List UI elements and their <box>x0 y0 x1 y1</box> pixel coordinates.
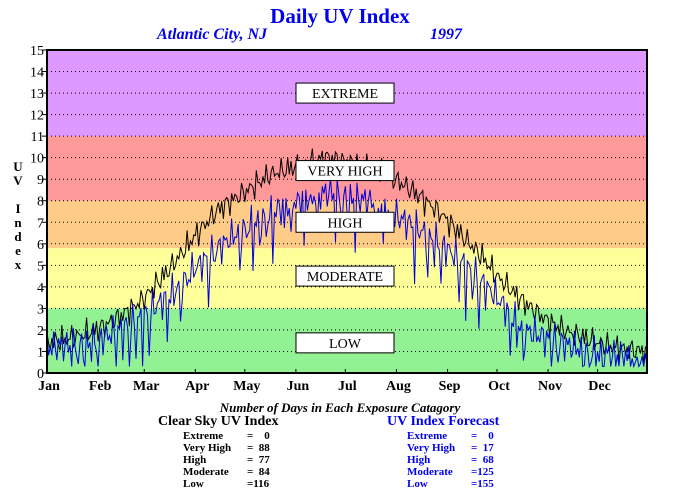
y-tick-label: 0 <box>37 367 44 382</box>
stat-value: = 0 <box>471 430 494 442</box>
forecast-title: UV Index Forecast <box>387 414 500 429</box>
band-label: LOW <box>329 337 362 352</box>
stat-label: Moderate <box>407 466 453 478</box>
stat-value: = 77 <box>247 454 270 466</box>
stat-label: Extreme <box>407 430 448 442</box>
y-tick-label: 12 <box>30 109 44 124</box>
y-tick-label: 2 <box>37 324 44 339</box>
clear-sky-series-line <box>46 148 648 364</box>
x-tick-label: Aug <box>386 379 411 394</box>
stat-label: Low <box>183 478 204 490</box>
stat-value: = 88 <box>247 442 270 454</box>
x-tick-label: Mar <box>133 379 159 394</box>
x-tick-label: Jul <box>338 379 357 394</box>
y-axis-label-char: U <box>13 159 23 174</box>
band-label-box <box>295 211 395 233</box>
band-label: MODERATE <box>307 270 383 285</box>
y-tick-label: 13 <box>30 87 44 102</box>
y-axis-label-char: I <box>15 201 21 216</box>
clear-sky-title: Clear Sky UV Index <box>158 414 279 429</box>
y-axis-label-char: x <box>14 257 22 272</box>
y-tick-label: 5 <box>37 259 44 274</box>
y-tick-label: 9 <box>37 173 44 188</box>
y-tick-label: 1 <box>37 345 44 360</box>
band-label-box <box>295 82 395 104</box>
y-axis-label-char: n <box>14 215 22 230</box>
plot-frame <box>46 49 648 374</box>
band-labels: EXTREME VERY HIGH HIGH MODERATE LOW <box>295 82 395 354</box>
stat-value: =116 <box>247 478 270 490</box>
band-label-box <box>295 160 395 182</box>
x-tick-label: May <box>233 379 260 394</box>
stat-label: Extreme <box>183 430 224 442</box>
stat-label: Very High <box>407 442 456 454</box>
band-label-box <box>295 332 395 354</box>
x-tick-label: Dec <box>588 379 611 394</box>
stat-value: = 68 <box>471 454 494 466</box>
x-tick-label: Jan <box>38 379 60 394</box>
y-tick-label: 11 <box>31 130 44 145</box>
stat-label: Moderate <box>183 466 229 478</box>
y-tick-label: 10 <box>30 152 44 167</box>
y-axis-label-char: d <box>14 229 22 244</box>
y-axis-label-char <box>11 188 25 202</box>
band-label: EXTREME <box>312 87 378 102</box>
y-tick-label: 14 <box>30 66 44 81</box>
band-label: HIGH <box>328 216 363 231</box>
stat-value: =125 <box>471 466 494 478</box>
stats-heading: Number of Days in Each Exposure Catagory <box>219 400 461 415</box>
y-axis-label-char: e <box>15 243 21 258</box>
y-tick-label: 15 <box>30 44 44 59</box>
x-tick-label: Sep <box>439 379 461 394</box>
stat-label: High <box>183 454 207 466</box>
x-tick-label: Jun <box>287 379 310 394</box>
stat-label: Very High <box>183 442 232 454</box>
stat-value: =155 <box>471 478 494 490</box>
band-label: VERY HIGH <box>307 165 382 180</box>
y-tick-label: 8 <box>37 195 44 210</box>
stat-value: = 17 <box>471 442 494 454</box>
chart-year: 1997 <box>430 26 462 43</box>
stat-value: = 84 <box>247 466 270 478</box>
x-tick-label: Nov <box>538 379 562 394</box>
y-tick-label: 3 <box>37 302 44 317</box>
y-axis-label-char: V <box>13 173 23 188</box>
stat-label: Low <box>407 478 428 490</box>
stat-label: High <box>407 454 431 466</box>
stat-value: = 0 <box>247 430 270 442</box>
chart-title: Daily UV Index <box>270 4 410 28</box>
y-tick-label: 6 <box>37 238 44 253</box>
x-tick-label: Apr <box>185 379 209 394</box>
x-tick-label: Oct <box>488 379 510 394</box>
x-tick-label: Feb <box>89 379 112 394</box>
chart-location: Atlantic City, NJ <box>157 26 268 43</box>
y-tick-label: 4 <box>37 281 44 296</box>
band-label-box <box>295 265 395 287</box>
y-tick-label: 7 <box>37 216 44 231</box>
grid-lines <box>47 71 647 352</box>
